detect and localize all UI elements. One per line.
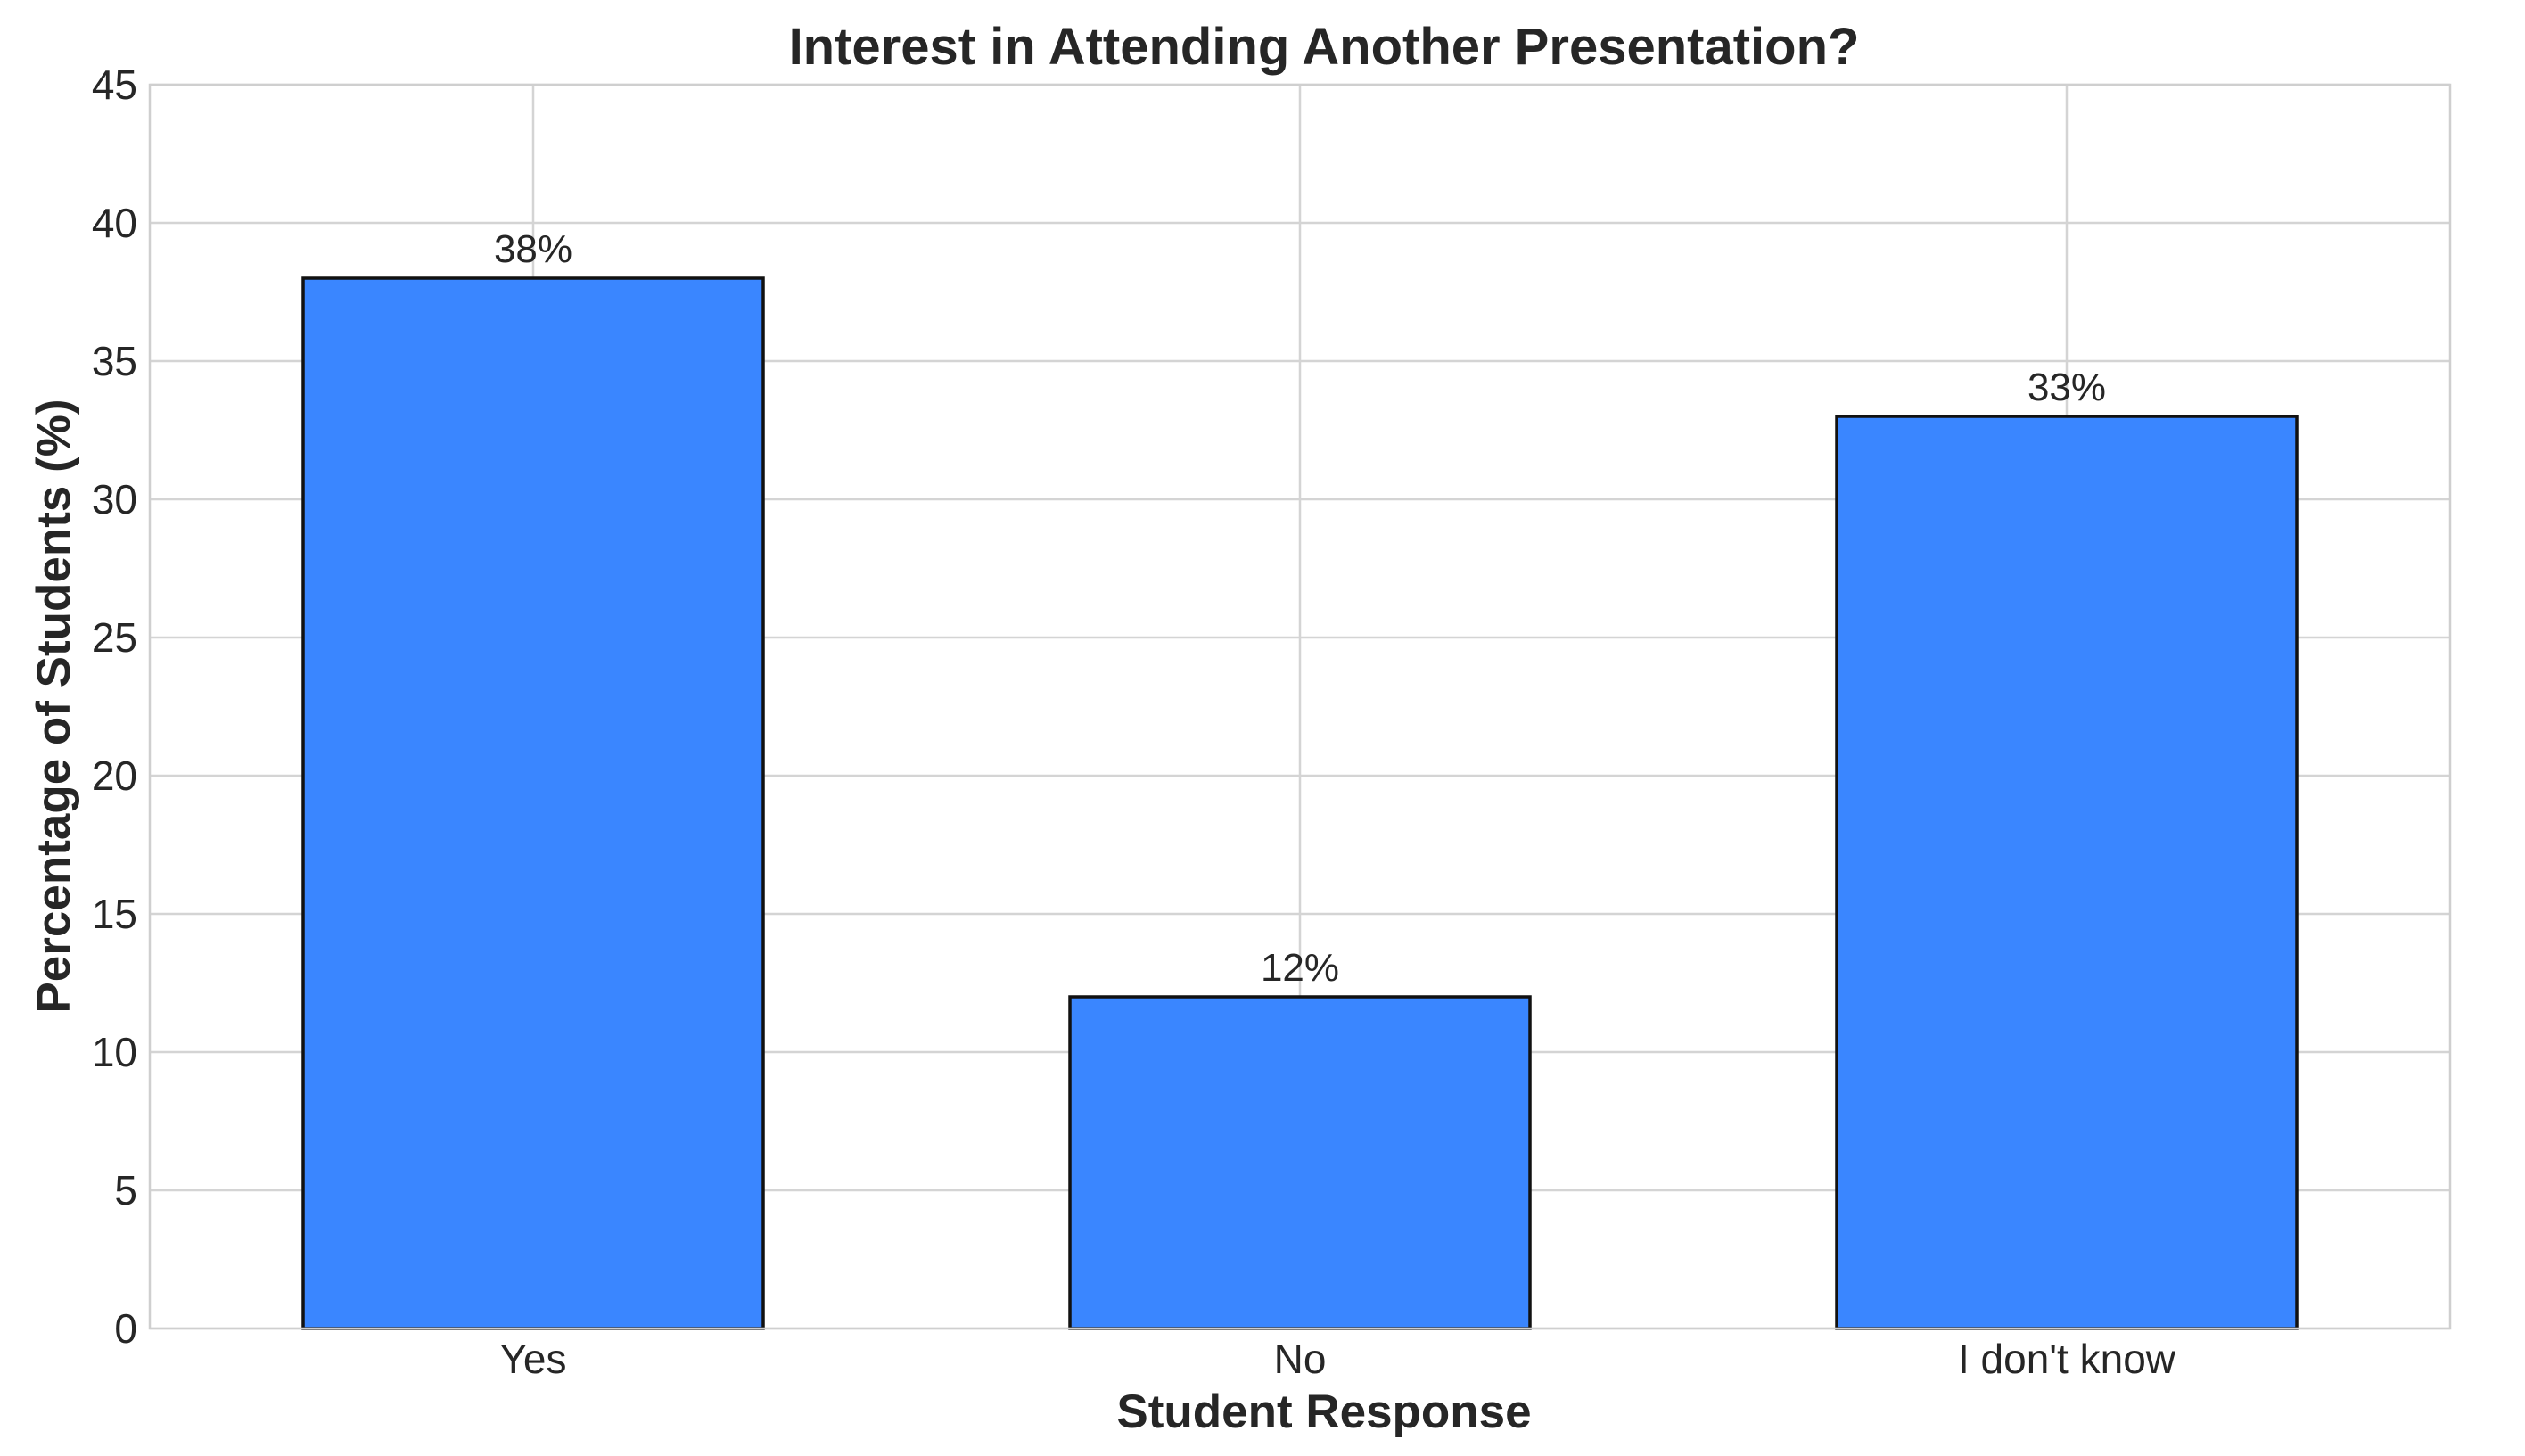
y-tick-label: 40 [92,200,137,246]
y-tick-label: 45 [92,62,137,108]
bar-no [1068,995,1532,1330]
data-labels: 38% 12% 33% [494,227,2106,990]
bars [301,276,2299,1330]
bar-value-label: 12% [1261,946,1339,990]
y-tick-label: 25 [92,614,137,661]
y-axis-ticks: 0 5 10 15 20 25 30 35 40 45 [92,62,137,1352]
bar-i-don-t-know [1835,415,2299,1330]
y-tick-label: 35 [92,338,137,384]
x-axis-ticks: Yes No I don't know [499,1336,2175,1382]
y-axis-label: Percentage of Students (%) [28,399,80,1013]
bar-yes [301,276,765,1330]
y-tick-label: 20 [92,753,137,799]
bar-value-label: 33% [2027,366,2106,409]
y-tick-label: 0 [114,1305,137,1352]
x-tick-label: No [1274,1336,1327,1382]
y-tick-label: 15 [92,891,137,937]
plot-frame [148,83,2452,1330]
y-tick-label: 5 [114,1167,137,1213]
y-tick-label: 10 [92,1029,137,1075]
y-tick-label: 30 [92,476,137,522]
x-tick-label: I don't know [1958,1336,2176,1382]
bar-value-label: 38% [494,227,572,271]
chart-title: Interest in Attending Another Presentati… [789,18,1860,76]
x-tick-label: Yes [499,1336,566,1382]
x-axis-label: Student Response [1116,1386,1531,1438]
